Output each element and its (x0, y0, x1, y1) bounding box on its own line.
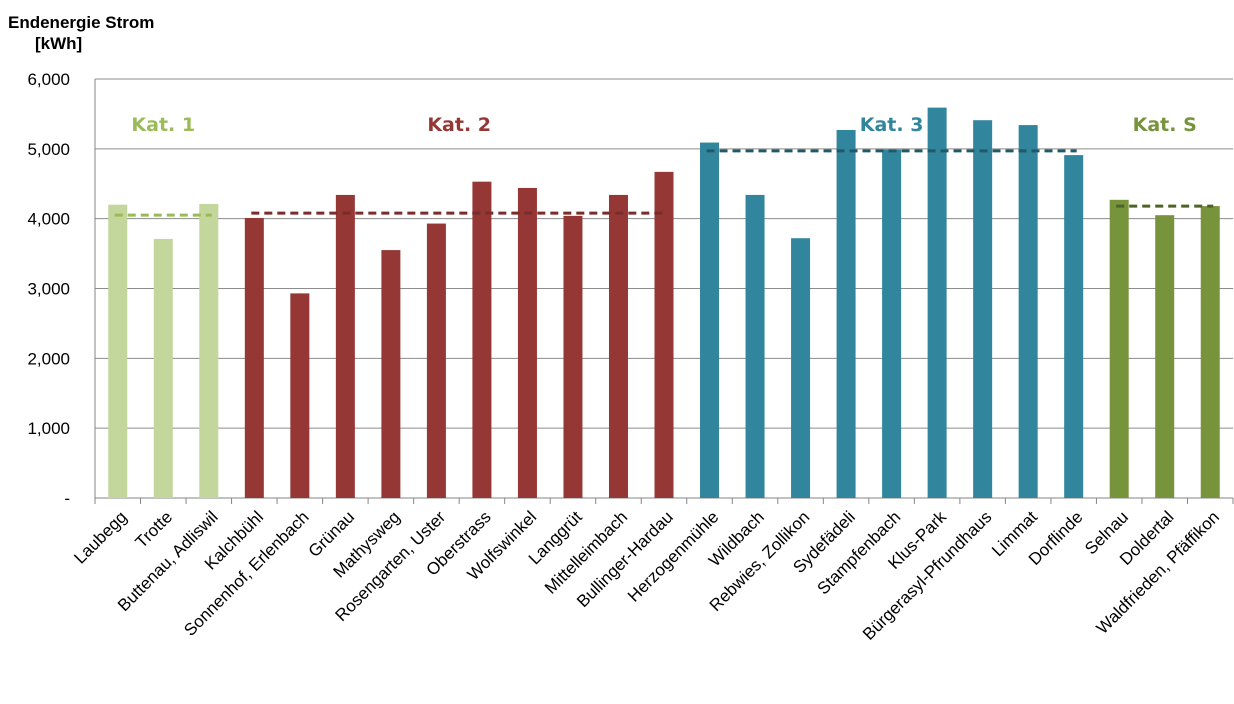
y-tick-label: 2,000 (27, 349, 70, 368)
bar (199, 204, 219, 499)
bar (1155, 215, 1175, 499)
y-axis-title-line-1: Endenergie Strom (8, 13, 155, 32)
bar (700, 142, 720, 498)
bar (791, 238, 811, 498)
bar (108, 204, 128, 498)
bar (1018, 125, 1038, 498)
bar (836, 129, 856, 498)
bar (927, 107, 947, 499)
y-tick-label: 6,000 (27, 70, 70, 89)
bar (654, 171, 674, 498)
y-tick-label: 5,000 (27, 140, 70, 159)
y-tick-label: 1,000 (27, 419, 70, 438)
bar (517, 187, 537, 498)
bar (745, 194, 765, 498)
bar (1109, 199, 1129, 499)
bar (882, 149, 902, 498)
group-label: Kat. S (1133, 114, 1197, 136)
x-tick-label: Laubegg (70, 507, 130, 567)
bar (244, 217, 264, 499)
y-tick-label: 3,000 (27, 280, 70, 299)
bar (973, 120, 993, 499)
y-tick-label: 4,000 (27, 210, 70, 229)
y-axis-title: Endenergie Strom [kWh] (8, 12, 154, 54)
y-axis-title-line-2: [kWh] (35, 34, 83, 53)
bar (381, 250, 401, 498)
bar (608, 194, 628, 498)
bar (335, 194, 355, 498)
bar (426, 223, 446, 498)
bar (153, 238, 173, 498)
bar (290, 293, 310, 498)
bar (1200, 206, 1220, 498)
group-label: Kat. 3 (860, 114, 924, 136)
group-label: Kat. 1 (131, 114, 195, 136)
bar (563, 215, 583, 498)
bar (1064, 155, 1084, 498)
bar (472, 181, 492, 498)
y-tick-label: - (64, 489, 70, 508)
group-label: Kat. 2 (427, 114, 491, 136)
